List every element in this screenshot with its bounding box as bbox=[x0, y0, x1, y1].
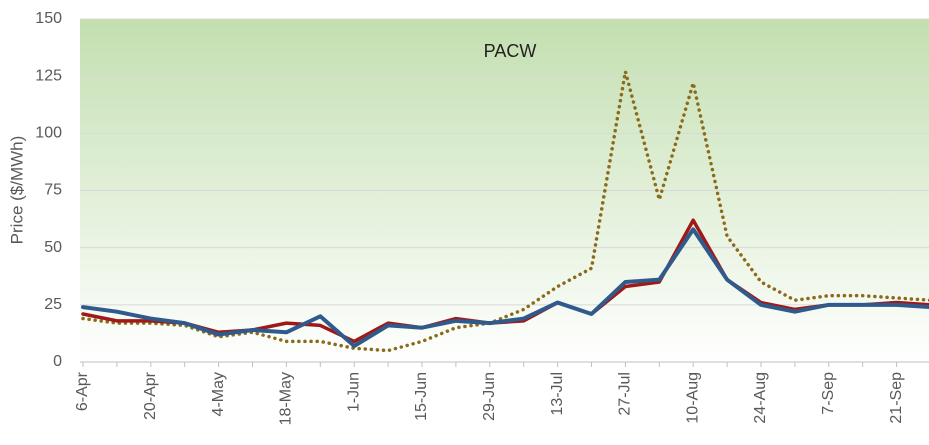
y-tick-label: 150 bbox=[35, 10, 62, 27]
x-tick-label: 1-Jun bbox=[345, 372, 362, 412]
y-axis-label: Price ($/MWh) bbox=[7, 136, 26, 245]
x-tick-label: 7-Sep bbox=[820, 372, 837, 415]
y-tick-label: 25 bbox=[44, 296, 62, 313]
x-tick-label: 13-Jul bbox=[549, 372, 566, 416]
x-tick-label: 20-Apr bbox=[142, 371, 159, 420]
x-tick-label: 4-May bbox=[210, 372, 227, 416]
y-tick-label: 75 bbox=[44, 182, 62, 199]
x-tick-label: 10-Aug bbox=[684, 372, 701, 424]
series-line bbox=[81, 227, 929, 348]
x-tick-label: 21-Sep bbox=[888, 372, 905, 424]
y-tick-label: 50 bbox=[44, 239, 62, 256]
x-tick-label: 27-Jul bbox=[617, 372, 634, 416]
x-tick-label: 24-Aug bbox=[752, 372, 769, 424]
x-tick-label: 6-Apr bbox=[74, 371, 91, 411]
x-tick-label: 18-May bbox=[278, 372, 295, 425]
y-tick-label: 125 bbox=[35, 67, 62, 84]
y-tick-label: 0 bbox=[53, 353, 62, 370]
series-line bbox=[81, 69, 929, 353]
x-tick-label: 29-Jun bbox=[481, 372, 498, 421]
chart-title: PACW bbox=[484, 41, 537, 61]
y-tick-label: 100 bbox=[35, 125, 62, 142]
x-tick-label: 15-Jun bbox=[413, 372, 430, 421]
